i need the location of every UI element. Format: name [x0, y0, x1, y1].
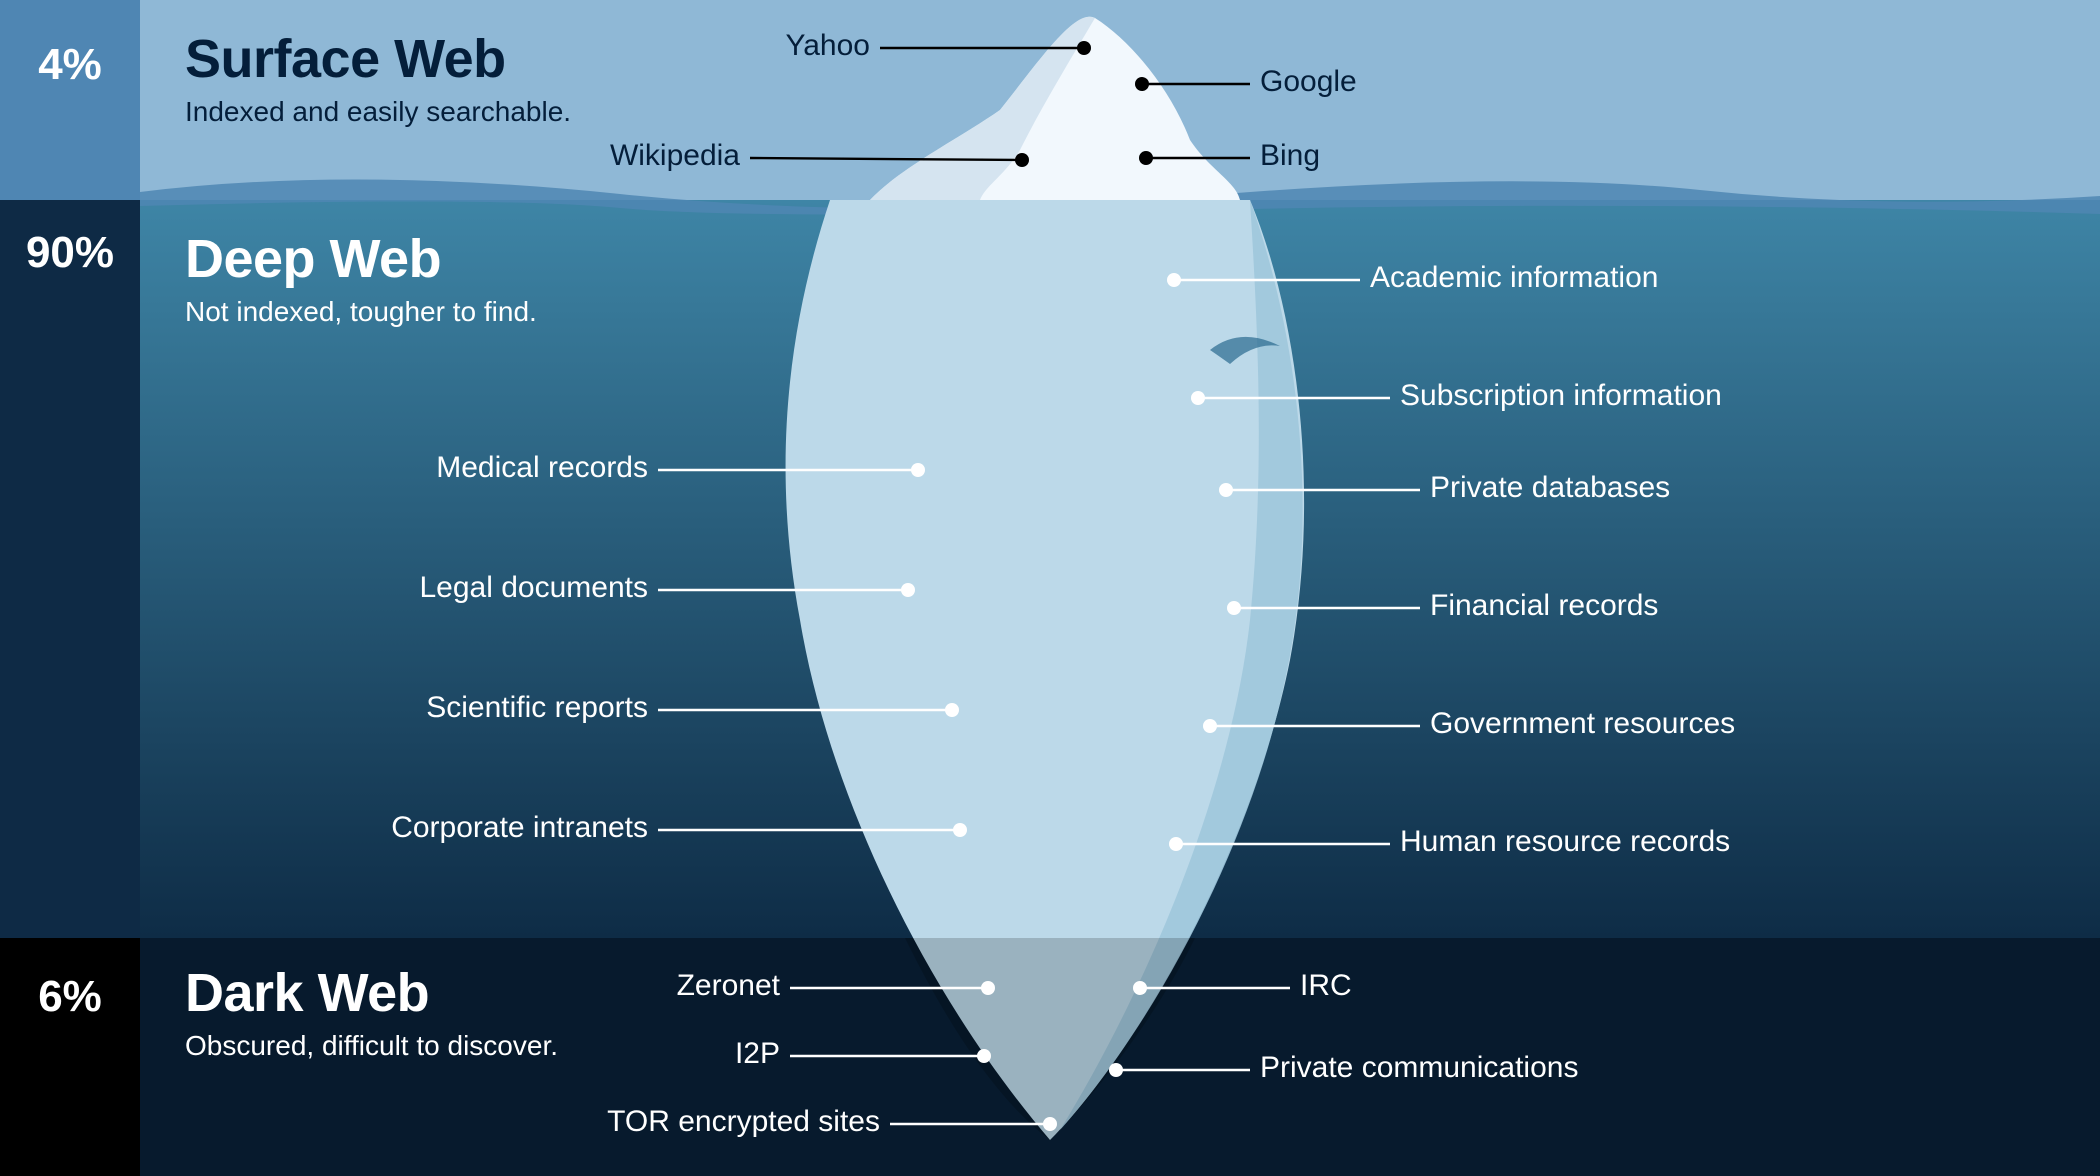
subtitle-surface: Indexed and easily searchable.: [185, 96, 571, 128]
percent-dark: 6%: [0, 972, 140, 1022]
callout-label: Subscription information: [1400, 379, 1722, 413]
callout-label: Bing: [1260, 139, 1320, 173]
callout-label: Scientific reports: [426, 691, 648, 725]
callout-label: Corporate intranets: [391, 811, 648, 845]
callout-label: I2P: [735, 1037, 780, 1071]
callout-label: Financial records: [1430, 589, 1658, 623]
callout-label: Human resource records: [1400, 825, 1730, 859]
heading-deep: Deep Web Not indexed, tougher to find.: [185, 228, 537, 328]
callout-label: Government resources: [1430, 707, 1735, 741]
callout-label: Google: [1260, 65, 1357, 99]
callout-label: TOR encrypted sites: [607, 1105, 880, 1139]
callout-label: Private databases: [1430, 471, 1670, 505]
callout-label: Academic information: [1370, 261, 1658, 295]
callout-label: Medical records: [436, 451, 648, 485]
heading-surface: Surface Web Indexed and easily searchabl…: [185, 28, 571, 128]
title-dark: Dark Web: [185, 962, 558, 1024]
iceberg-infographic: 4% 90% 6% Surface Web Indexed and easily…: [0, 0, 2100, 1176]
callout-label: Yahoo: [785, 29, 870, 63]
percent-surface: 4%: [0, 40, 140, 90]
callout-label: IRC: [1300, 969, 1352, 1003]
subtitle-dark: Obscured, difficult to discover.: [185, 1030, 558, 1062]
title-surface: Surface Web: [185, 28, 571, 90]
percent-sidebar: 4% 90% 6%: [0, 0, 140, 1176]
heading-dark: Dark Web Obscured, difficult to discover…: [185, 962, 558, 1062]
callout-label: Legal documents: [420, 571, 649, 605]
callout-label: Wikipedia: [610, 139, 740, 173]
percent-deep: 90%: [0, 228, 140, 278]
subtitle-deep: Not indexed, tougher to find.: [185, 296, 537, 328]
callout-label: Private communications: [1260, 1051, 1578, 1085]
callout-label: Zeronet: [677, 969, 780, 1003]
title-deep: Deep Web: [185, 228, 537, 290]
